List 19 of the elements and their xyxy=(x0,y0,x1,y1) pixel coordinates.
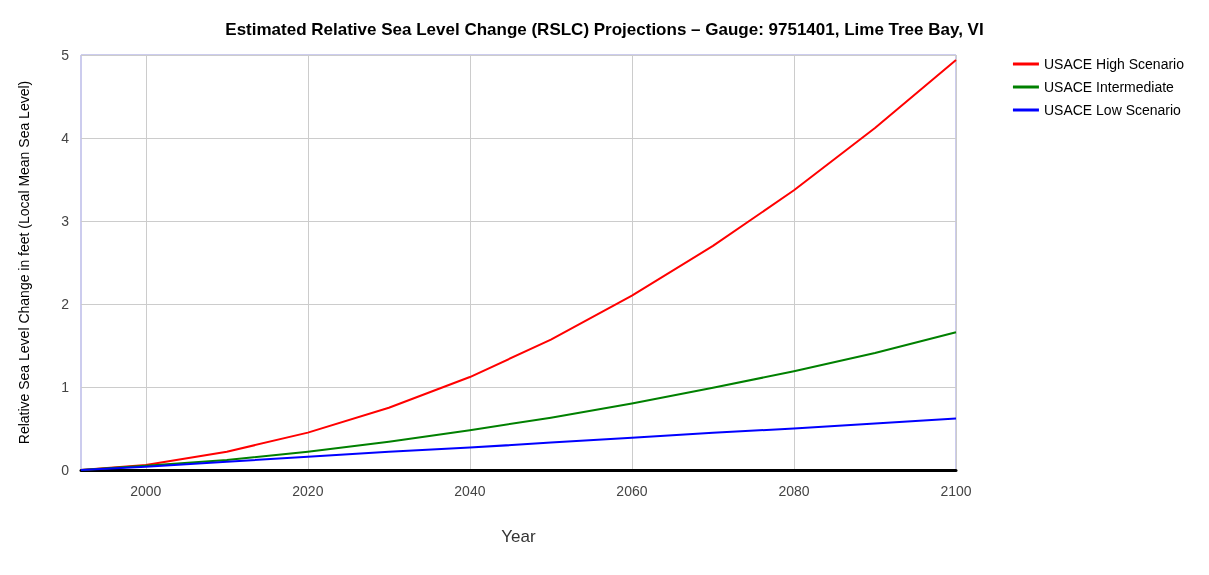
y-tick-label: 4 xyxy=(61,130,70,146)
x-tick-label: 2020 xyxy=(292,483,324,499)
line-series xyxy=(80,417,957,471)
y-axis-title: Relative Sea Level Change in feet (Local Mean Sea Level) xyxy=(16,80,32,445)
chart-title: Estimated Relative Sea Level Change (RSLC) Projections – Gauge: 9751401, Lime Tree Bay, VI xyxy=(225,20,984,39)
y-tick-label: 5 xyxy=(61,47,70,63)
x-tick-label: 2060 xyxy=(616,483,648,499)
x-axis-title: Year xyxy=(501,527,537,546)
legend-label: USACE Intermediate xyxy=(1043,79,1175,95)
legend-label: USACE Low Scenario xyxy=(1043,102,1182,118)
y-tick-label: 3 xyxy=(61,213,70,229)
legend-label: USACE High Scenario xyxy=(1043,56,1185,72)
x-tick-label: 2100 xyxy=(940,483,972,499)
x-tick-label: 2080 xyxy=(778,483,810,499)
y-tick-label: 1 xyxy=(61,379,70,395)
y-tick-label: 2 xyxy=(61,296,70,312)
y-tick-label: 0 xyxy=(61,462,70,478)
x-tick-label: 2000 xyxy=(130,483,162,499)
x-tick-label: 2040 xyxy=(454,483,486,499)
